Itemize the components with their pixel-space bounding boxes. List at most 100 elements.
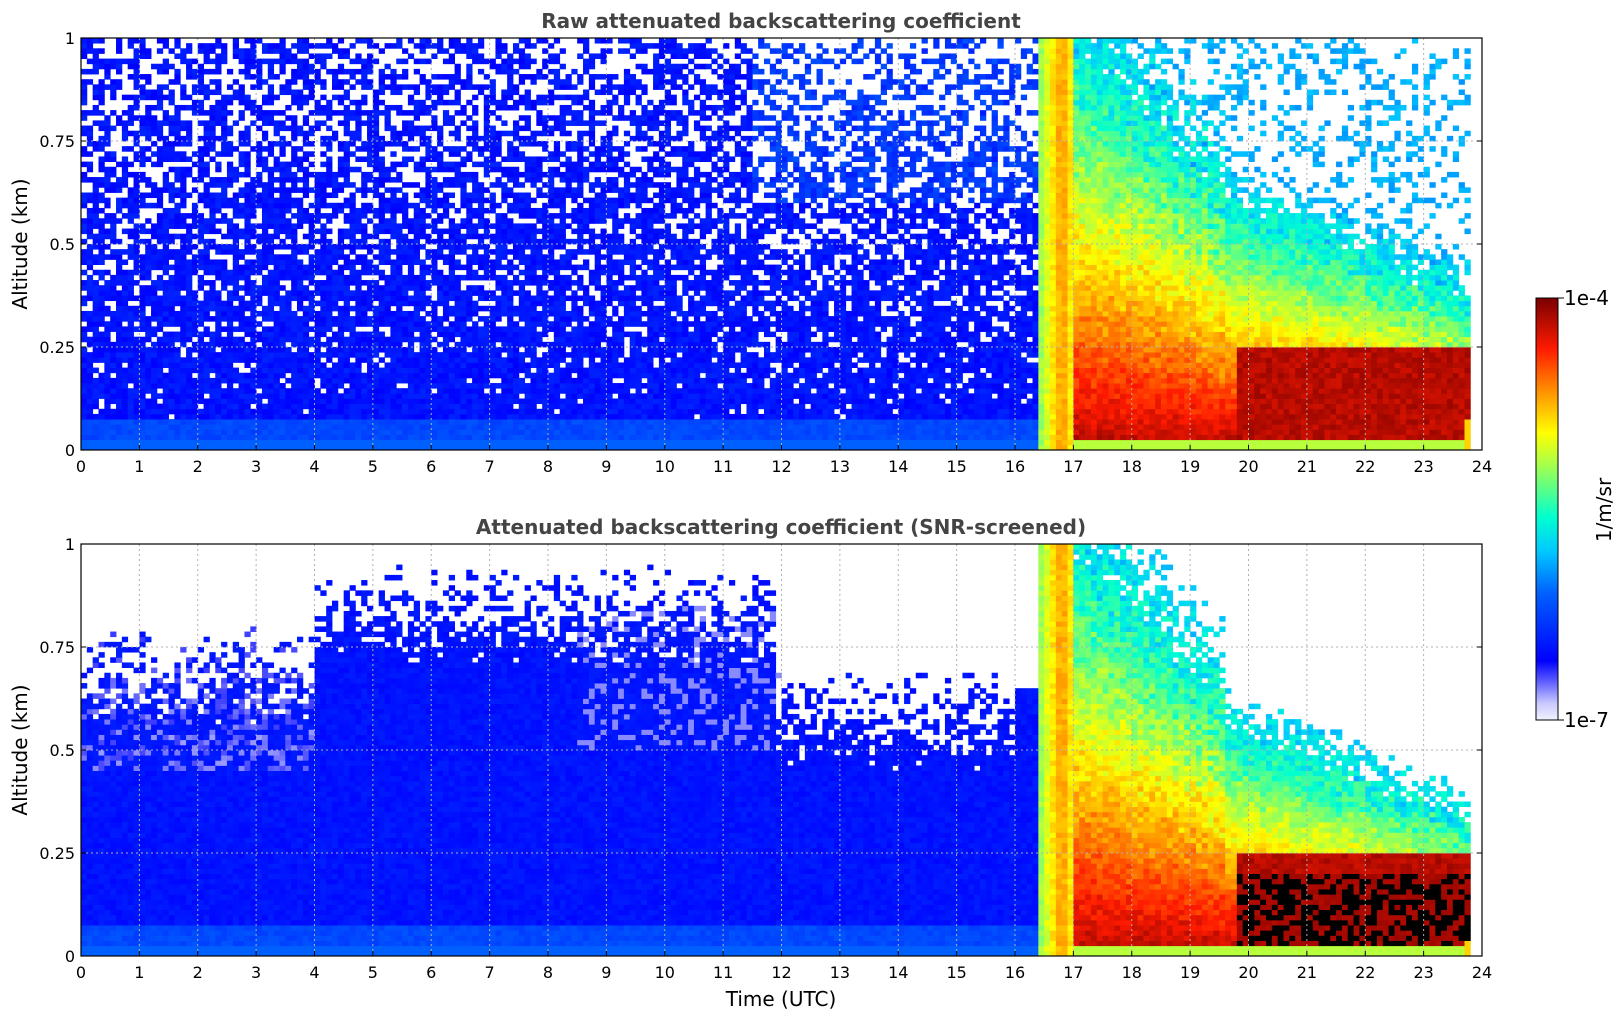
heatmap-cell — [209, 398, 216, 405]
heatmap-cell — [191, 223, 199, 229]
heatmap-cell — [250, 444, 257, 450]
heatmap-cell — [337, 161, 345, 168]
heatmap-cell — [139, 383, 146, 389]
heatmap-cell — [133, 444, 140, 450]
heatmap-cell — [191, 151, 199, 157]
heatmap-cell — [361, 393, 368, 399]
heatmap-cell — [291, 290, 298, 296]
heatmap-cell — [512, 398, 520, 405]
heatmap-cell — [489, 238, 496, 245]
heatmap-cell — [145, 48, 152, 54]
heatmap-cell — [209, 419, 216, 425]
heatmap-cell — [104, 388, 111, 394]
heatmap-cell — [209, 68, 216, 75]
heatmap-cell — [256, 413, 263, 420]
heatmap-cell — [127, 326, 134, 332]
heatmap-cell — [332, 403, 339, 410]
heatmap-cell — [390, 300, 397, 307]
heatmap-cell — [361, 141, 368, 147]
heatmap-cell — [332, 269, 339, 276]
heatmap-cell — [203, 347, 210, 353]
heatmap-cell — [442, 347, 450, 353]
heatmap-cell — [565, 403, 572, 410]
heatmap-cell — [332, 192, 339, 199]
heatmap-cell — [454, 151, 461, 157]
heatmap-cell — [512, 135, 520, 142]
heatmap-cell — [326, 115, 333, 121]
heatmap-cell — [384, 305, 391, 312]
heatmap-cell — [507, 326, 514, 332]
heatmap-cell — [238, 53, 245, 59]
heatmap-cell — [553, 331, 561, 338]
heatmap-cell — [285, 274, 292, 281]
heatmap-cell — [343, 444, 350, 450]
heatmap-cell — [139, 269, 146, 276]
heatmap-cell — [448, 274, 455, 281]
heatmap-cell — [472, 125, 479, 132]
heatmap-cell — [174, 110, 181, 116]
heatmap-cell — [296, 161, 304, 168]
heatmap-cell — [466, 419, 473, 425]
heatmap-cell — [86, 326, 94, 332]
heatmap-cell — [472, 233, 479, 240]
heatmap-cell — [180, 182, 187, 188]
heatmap-cell — [279, 63, 286, 70]
heatmap-cell — [548, 125, 555, 132]
heatmap-cell — [489, 207, 496, 214]
heatmap-cell — [402, 388, 409, 394]
heatmap-cell — [162, 285, 169, 291]
heatmap-cell — [314, 202, 321, 209]
heatmap-cell — [472, 104, 479, 111]
heatmap-cell — [460, 244, 467, 250]
heatmap-cell — [296, 424, 304, 430]
heatmap-cell — [302, 352, 310, 358]
heatmap-cell — [180, 398, 187, 405]
heatmap-cell — [448, 53, 455, 59]
heatmap-cell — [250, 424, 257, 430]
heatmap-cell — [390, 269, 397, 276]
heatmap-cell — [565, 352, 572, 358]
heatmap-cell — [419, 79, 426, 85]
heatmap-cell — [285, 305, 292, 312]
heatmap-cell — [116, 280, 123, 286]
heatmap-cell — [121, 367, 129, 374]
heatmap-cell — [477, 58, 485, 65]
heatmap-cell — [396, 274, 403, 281]
heatmap-cell — [296, 104, 304, 111]
heatmap-cell — [402, 434, 409, 441]
heatmap-cell — [367, 58, 374, 65]
heatmap-cell — [291, 429, 298, 435]
heatmap-cell — [477, 53, 485, 59]
heatmap-cell — [250, 372, 257, 379]
heatmap-cell — [244, 398, 251, 405]
heatmap-cell — [296, 316, 304, 322]
heatmap-cell — [314, 192, 321, 199]
heatmap-cell — [320, 135, 327, 142]
heatmap-cell — [507, 383, 514, 389]
heatmap-cell — [402, 207, 409, 214]
heatmap-cell — [168, 120, 175, 126]
heatmap-cell — [139, 285, 146, 291]
heatmap-cell — [460, 182, 467, 188]
heatmap-cell — [250, 63, 257, 70]
heatmap-cell — [548, 300, 555, 307]
heatmap-cell — [501, 249, 508, 255]
heatmap-cell — [256, 310, 263, 317]
heatmap-cell — [215, 192, 222, 199]
heatmap-cell — [437, 187, 444, 193]
heatmap-cell — [168, 89, 175, 96]
heatmap-cell — [337, 38, 345, 44]
heatmap-cell — [302, 347, 310, 353]
heatmap-cell — [413, 383, 420, 389]
heatmap-cell — [180, 84, 187, 90]
heatmap-cell — [518, 141, 526, 147]
heatmap-cell — [442, 419, 450, 425]
heatmap-cell — [285, 300, 292, 307]
heatmap-cell — [156, 357, 164, 363]
heatmap-cell — [273, 295, 280, 302]
heatmap-cell — [209, 269, 216, 276]
heatmap-cell — [250, 347, 257, 353]
heatmap-cell — [477, 259, 485, 265]
heatmap-cell — [372, 403, 380, 410]
heatmap-cell — [197, 362, 204, 368]
